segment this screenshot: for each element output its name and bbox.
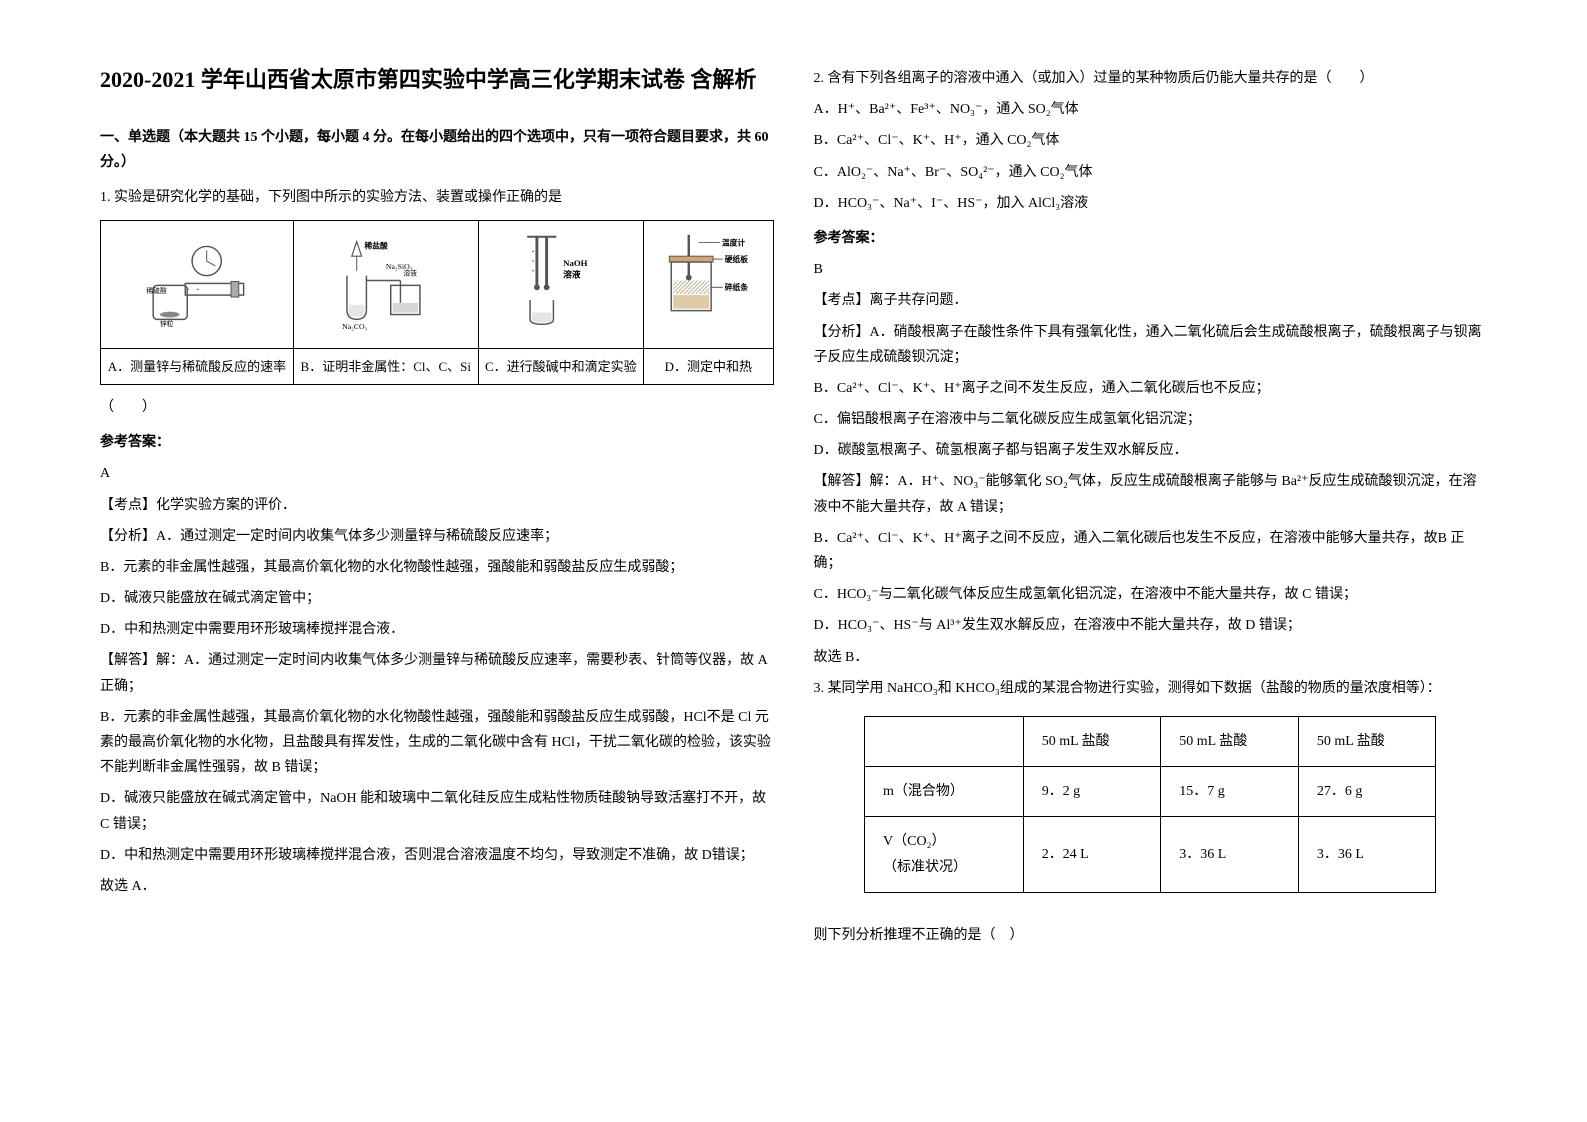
opt-c-cell: C．进行酸碱中和滴定实验 xyxy=(478,348,643,384)
q1-fenxi-a: 【分析】A．通过测定一定时间内收集气体多少测量锌与稀硫酸反应速率； xyxy=(100,524,774,549)
apparatus-d-svg: 温度计 硬纸板 碎纸条 xyxy=(648,227,768,334)
apparatus-c-svg: NaOH 溶液 xyxy=(483,227,639,334)
q1-fenxi-b: B．元素的非金属性越强，其最高价氧化物的水化物酸性越强，强酸能和弱酸盐反应生成弱… xyxy=(100,555,774,580)
q2-jieda-b: B．Ca²⁺、Cl⁻、K⁺、H⁺离子之间不反应，通入二氧化碳后也发生不反应，在溶… xyxy=(814,526,1488,576)
label-nasio: Na₂SiO₃ xyxy=(386,262,413,271)
q1-jieda-a: 【解答】解：A．通过测定一定时间内收集气体多少测量锌与稀硫酸反应速率，需要秒表、… xyxy=(100,648,774,698)
td-vol-label: V（CO₂） （标准状况） xyxy=(865,817,1024,892)
q1-kaodian: 【考点】化学实验方案的评价． xyxy=(100,493,774,518)
q1-jieda-d2: D．中和热测定中需要用环形玻璃棒搅拌混合液，否则混合溶液温度不均匀，导致测定不准… xyxy=(100,843,774,868)
label-naoh: NaOH xyxy=(563,258,588,268)
q1-conclusion: 故选 A． xyxy=(100,874,774,899)
table-row-volume: V（CO₂） （标准状况） 2．24 L 3．36 L 3．36 L xyxy=(865,817,1436,892)
vol-label-1: V（CO₂） xyxy=(883,829,1005,854)
q1-stem: 1. 实验是研究化学的基础，下列图中所示的实验方法、装置或操作正确的是 xyxy=(100,185,774,210)
label-naco3: Na₂CO₃ xyxy=(342,322,368,331)
td-vol-1: 2．24 L xyxy=(1023,817,1161,892)
q2-fenxi-b: B．Ca²⁺、Cl⁻、K⁺、H⁺离子之间不发生反应，通入二氧化碳后也不反应； xyxy=(814,376,1488,401)
q3-stem: 3. 某同学用 NaHCO₃和 KHCO₃组成的某混合物进行实验，测得如下数据（… xyxy=(814,676,1488,701)
td-mass-3: 27．6 g xyxy=(1298,767,1436,817)
table-header-row: 50 mL 盐酸 50 mL 盐酸 50 mL 盐酸 xyxy=(865,716,1436,766)
vol-label-2: （标准状况） xyxy=(883,855,1005,880)
diagram-b: 稀盐酸 Na₂CO₃ Na₂SiO₃ 溶液 xyxy=(293,221,478,348)
diagram-a: 稀硫酸 锌粒 xyxy=(101,221,294,348)
option-row: A．测量锌与稀硫酸反应的速率 B．证明非金属性：Cl、C、Si C．进行酸碱中和… xyxy=(101,348,774,384)
td-vol-3: 3．36 L xyxy=(1298,817,1436,892)
label-dilute-acid: 稀硫酸 xyxy=(146,286,167,295)
q1-paren: （ ） xyxy=(100,395,774,420)
q2-answer-label: 参考答案： xyxy=(814,226,1488,251)
label-thermometer: 温度计 xyxy=(722,238,746,248)
q2-opt-b: B．Ca²⁺、Cl⁻、K⁺、H⁺，通入 CO₂气体 xyxy=(814,128,1488,153)
q2-fenxi-d: D．碳酸氢根离子、硫氢根离子都与铝离子发生双水解反应． xyxy=(814,438,1488,463)
apparatus-b-svg: 稀盐酸 Na₂CO₃ Na₂SiO₃ 溶液 xyxy=(298,227,474,334)
label-solution: 溶液 xyxy=(563,269,581,280)
experiment-diagram-table: 稀硫酸 锌粒 稀盐酸 Na₂CO₃ xyxy=(100,220,774,385)
diagram-c: NaOH 溶液 xyxy=(478,221,643,348)
td-mass-1: 9．2 g xyxy=(1023,767,1161,817)
label-zinc: 锌粒 xyxy=(160,319,174,328)
q2-opt-c: C．AlO₂⁻、Na⁺、Br⁻、SO₄²⁻，通入 CO₂气体 xyxy=(814,160,1488,185)
q2-fenxi-c: C．偏铝酸根离子在溶液中与二氧化碳反应生成氢氧化铝沉淀； xyxy=(814,407,1488,432)
q2-kaodian: 【考点】离子共存问题． xyxy=(814,288,1488,313)
q2-jieda-c: C．HCO₃⁻与二氧化碳气体反应生成氢氧化铝沉淀，在溶液中不能大量共存，故 C … xyxy=(814,582,1488,607)
th-col3: 50 mL 盐酸 xyxy=(1298,716,1436,766)
opt-b-cell: B．证明非金属性：Cl、C、Si xyxy=(293,348,478,384)
q1-fenxi-d2: D．中和热测定中需要用环形玻璃棒搅拌混合液． xyxy=(100,617,774,642)
table-row-mass: m（混合物） 9．2 g 15．7 g 27．6 g xyxy=(865,767,1436,817)
label-cardboard: 硬纸板 xyxy=(725,254,749,264)
q1-jieda-d1: D．碱液只能盛放在碱式滴定管中，NaOH 能和玻璃中二氧化硅反应生成粘性物质硅酸… xyxy=(100,786,774,836)
th-blank xyxy=(865,716,1024,766)
td-mass-label: m（混合物） xyxy=(865,767,1024,817)
svg-text:溶液: 溶液 xyxy=(403,269,417,278)
td-mass-2: 15．7 g xyxy=(1161,767,1299,817)
label-paper: 碎纸条 xyxy=(725,282,749,292)
q2-jieda-d: D．HCO₃⁻、HS⁻与 Al³⁺发生双水解反应，在溶液中不能大量共存，故 D … xyxy=(814,613,1488,638)
q1-answer-label: 参考答案： xyxy=(100,430,774,455)
q3-tail: 则下列分析推理不正确的是（ ） xyxy=(814,923,1488,948)
q1-fenxi-d1: D．碱液只能盛放在碱式滴定管中； xyxy=(100,586,774,611)
q3-data-table: 50 mL 盐酸 50 mL 盐酸 50 mL 盐酸 m（混合物） 9．2 g … xyxy=(864,716,1436,893)
exam-title: 2020-2021 学年山西省太原市第四实验中学高三化学期末试卷 含解析 xyxy=(100,60,774,100)
q2-stem: 2. 含有下列各组离子的溶液中通入（或加入）过量的某种物质后仍能大量共存的是（ … xyxy=(814,66,1488,91)
opt-a-cell: A．测量锌与稀硫酸反应的速率 xyxy=(101,348,294,384)
q2-conclusion: 故选 B． xyxy=(814,645,1488,670)
opt-d-cell: D．测定中和热 xyxy=(644,348,773,384)
diagram-d: 温度计 硬纸板 碎纸条 xyxy=(644,221,773,348)
q2-opt-d: D．HCO₃⁻、Na⁺、I⁻、HS⁻，加入 AlCl₃溶液 xyxy=(814,191,1488,216)
diagram-row: 稀硫酸 锌粒 稀盐酸 Na₂CO₃ xyxy=(101,221,774,348)
apparatus-a-svg: 稀硫酸 锌粒 xyxy=(105,227,289,334)
td-vol-2: 3．36 L xyxy=(1161,817,1299,892)
right-column: 2. 含有下列各组离子的溶液中通入（或加入）过量的某种物质后仍能大量共存的是（ … xyxy=(794,60,1508,1082)
section-header: 一、单选题（本大题共 15 个小题，每小题 4 分。在每小题给出的四个选项中，只… xyxy=(100,125,774,175)
q2-answer: B xyxy=(814,257,1488,282)
label-hcl: 稀盐酸 xyxy=(364,241,388,251)
left-column: 2020-2021 学年山西省太原市第四实验中学高三化学期末试卷 含解析 一、单… xyxy=(80,60,794,1082)
q2-fenxi-a: 【分析】A．硝酸根离子在酸性条件下具有强氧化性，通入二氧化硫后会生成硫酸根离子，… xyxy=(814,320,1488,370)
th-col2: 50 mL 盐酸 xyxy=(1161,716,1299,766)
th-col1: 50 mL 盐酸 xyxy=(1023,716,1161,766)
q1-answer: A xyxy=(100,461,774,486)
q1-jieda-b: B．元素的非金属性越强，其最高价氧化物的水化物酸性越强，强酸能和弱酸盐反应生成弱… xyxy=(100,705,774,781)
q2-opt-a: A．H⁺、Ba²⁺、Fe³⁺、NO₃⁻，通入 SO₂气体 xyxy=(814,97,1488,122)
q2-jieda-a: 【解答】解：A．H⁺、NO₃⁻能够氧化 SO₂气体，反应生成硫酸根离子能够与 B… xyxy=(814,469,1488,519)
